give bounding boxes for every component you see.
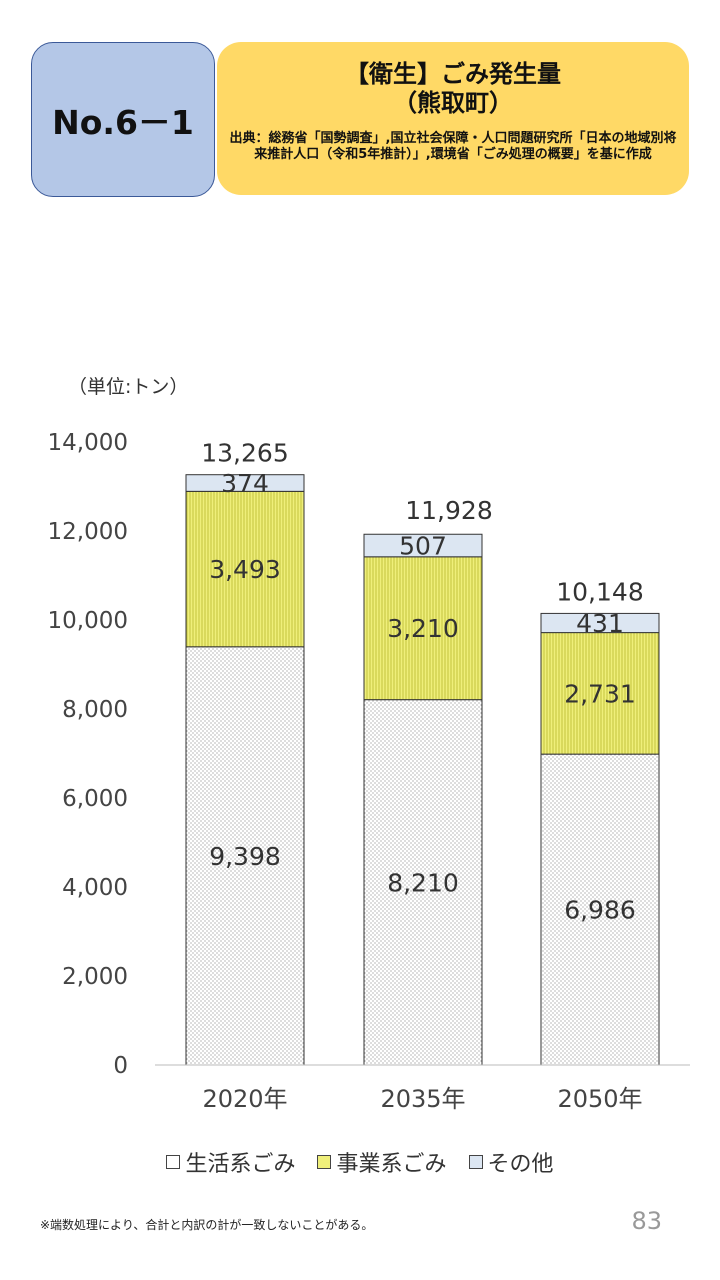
total-label: 13,265	[201, 439, 288, 468]
bar-segment	[540, 632, 660, 755]
data-label: 3,493	[209, 555, 281, 584]
data-label: 431	[576, 609, 624, 638]
data-label: 374	[221, 469, 269, 498]
section-badge: No.6－1	[31, 42, 215, 197]
y-tick-label: 12,000	[48, 519, 128, 545]
source-text: 出典：総務省「国勢調査」,国立社会保障・人口問題研究所「日本の地域別将来推計人口…	[229, 131, 677, 162]
y-tick-label: 0	[113, 1053, 128, 1079]
bar-segment	[363, 556, 483, 701]
legend: 生活系ごみ 事業系ごみ その他	[0, 1146, 720, 1178]
footnote: ※端数処理により、合計と内訳の計が一致しないことがある。	[40, 1218, 374, 1232]
x-tick-label: 2020年	[202, 1085, 287, 1113]
legend-item-business: 事業系ごみ	[317, 1146, 447, 1178]
y-tick-label: 4,000	[62, 875, 128, 901]
bar-segment	[540, 753, 660, 1066]
total-label: 11,928	[405, 496, 492, 525]
chart-title: 【衛生】ごみ発生量	[345, 60, 561, 88]
x-tick-label: 2050年	[557, 1085, 642, 1113]
y-tick-label: 8,000	[62, 697, 128, 723]
data-label: 8,210	[387, 868, 459, 897]
legend-swatch	[468, 1155, 483, 1169]
data-label: 507	[399, 532, 447, 561]
bar-segment	[540, 612, 660, 634]
bar-segment	[185, 474, 305, 492]
data-label: 3,210	[387, 614, 459, 643]
stacked-bar-chart: 02,0004,0006,0008,00010,00012,00014,000 …	[48, 430, 690, 1113]
data-label: 6,986	[564, 896, 636, 925]
x-tick-label: 2035年	[380, 1085, 465, 1113]
y-tick-label: 6,000	[62, 786, 128, 812]
legend-swatch	[166, 1155, 181, 1169]
legend-swatch	[317, 1155, 332, 1169]
chart-subtitle: （熊取町）	[393, 89, 513, 117]
bar-segment	[185, 490, 305, 648]
legend-label: その他	[487, 1152, 554, 1177]
y-tick-label: 10,000	[48, 608, 128, 634]
y-tick-label: 2,000	[62, 964, 128, 990]
unit-label: （単位:トン）	[68, 376, 189, 398]
title-box: 【衛生】ごみ発生量 （熊取町） 出典：総務省「国勢調査」,国立社会保障・人口問題…	[217, 42, 689, 195]
legend-item-other: その他	[468, 1146, 554, 1178]
total-label: 10,148	[556, 577, 643, 606]
page-number: 83	[631, 1207, 662, 1235]
legend-label: 事業系ごみ	[336, 1152, 447, 1177]
bar-segment	[185, 646, 305, 1066]
y-tick-label: 14,000	[48, 430, 128, 456]
x-axis: 2020年 2035年 2050年	[155, 1064, 690, 1113]
data-label: 9,398	[209, 842, 281, 871]
bar-segment	[363, 699, 483, 1066]
legend-label: 生活系ごみ	[185, 1152, 296, 1177]
bar-segment	[363, 533, 483, 558]
y-axis: 0 2,000 4,000 6,000 8,000 10,000 12,000 14,000	[48, 430, 128, 1079]
legend-item-household: 生活系ごみ	[166, 1146, 295, 1178]
data-label: 2,731	[564, 679, 636, 708]
